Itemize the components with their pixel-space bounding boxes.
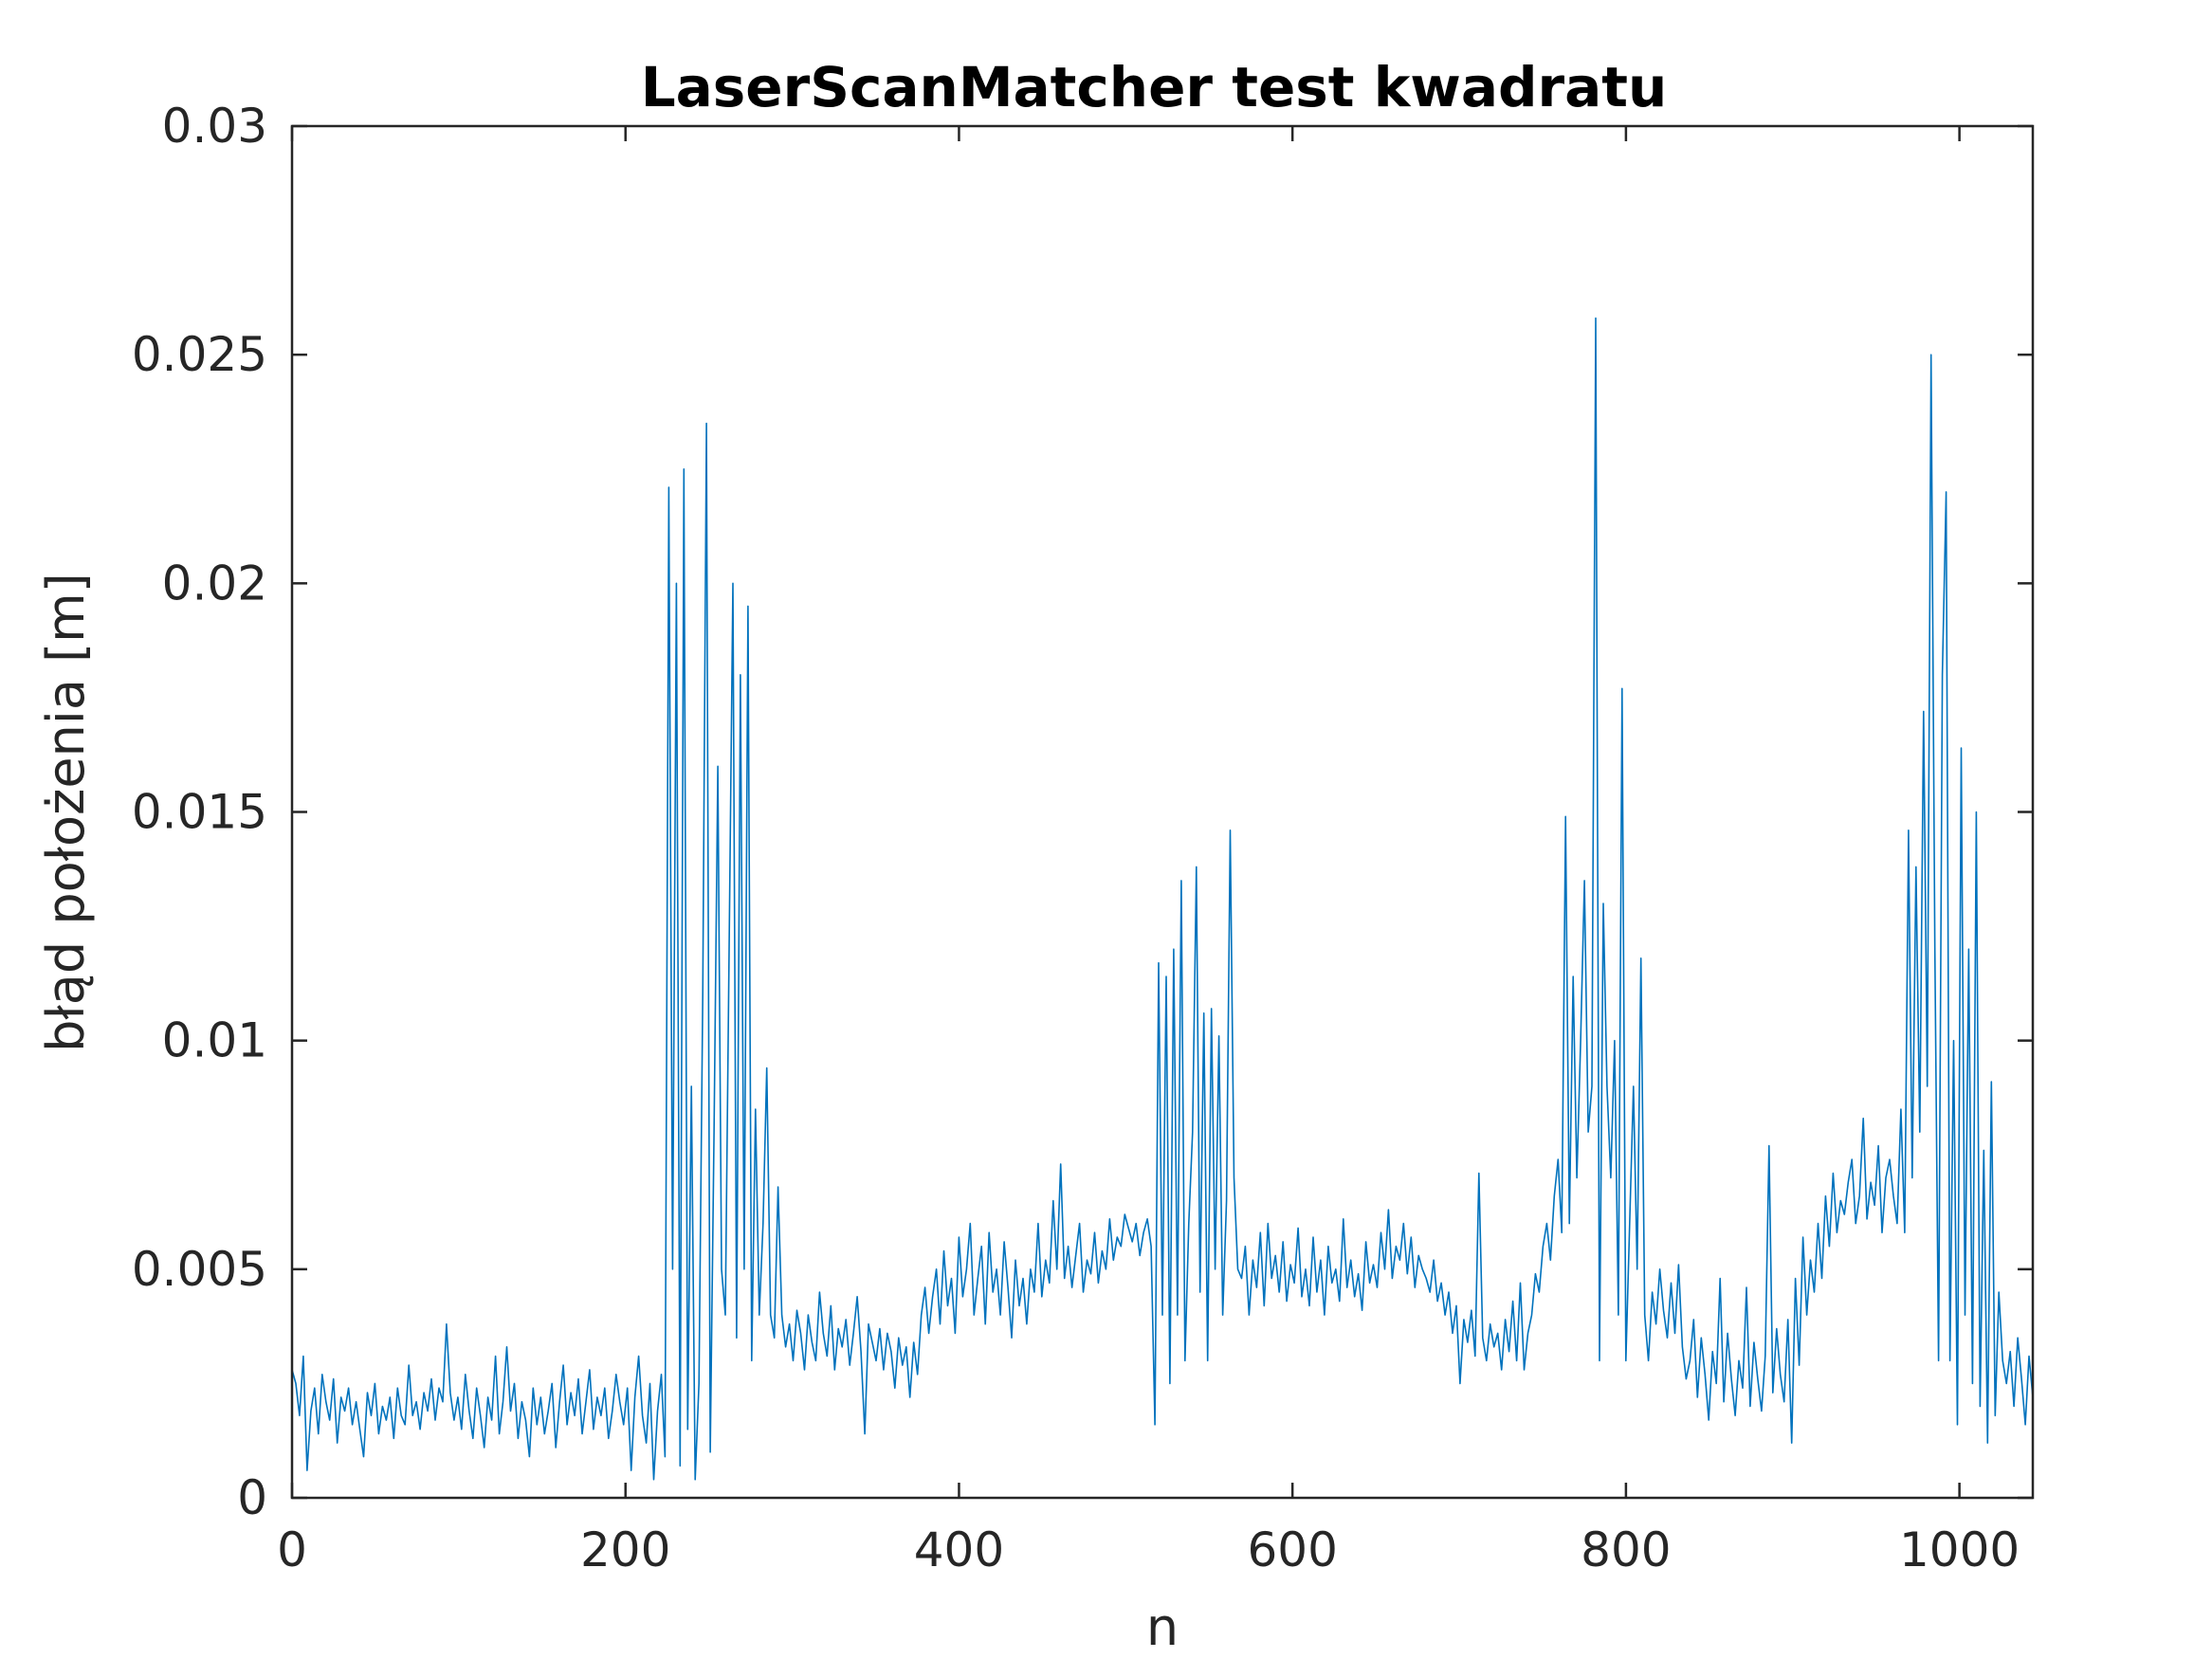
x-tick-label: 800: [1581, 1522, 1671, 1577]
y-tick-label: 0.005: [132, 1242, 267, 1297]
series-line-0: [291, 317, 2034, 1481]
x-axis-label: n: [1146, 1597, 1179, 1657]
y-tick-label: 0.025: [132, 327, 267, 382]
y-tick-label: 0.03: [162, 99, 267, 154]
data-layer: [291, 317, 2034, 1481]
y-tick-label: 0.02: [162, 556, 267, 611]
y-axis-label: błąd położenia [m]: [36, 573, 96, 1052]
y-tick-label: 0: [237, 1470, 267, 1525]
x-tick-label: 200: [580, 1522, 670, 1577]
axes-box: [290, 124, 2035, 1500]
chart-title: LaserScanMatcher test kwadratu: [641, 55, 1668, 119]
x-tick-label: 1000: [1899, 1522, 2020, 1577]
x-tick-label: 600: [1247, 1522, 1337, 1577]
x-tick-label: 400: [914, 1522, 1004, 1577]
x-tick-label: 0: [277, 1522, 307, 1577]
y-tick-label: 0.015: [132, 785, 267, 840]
y-tick-label: 0.01: [162, 1013, 267, 1068]
tick-layer: 0 200 400 600 800 1000 0 0.005 0.01 0.015 0.02 0.02…: [132, 99, 2033, 1577]
